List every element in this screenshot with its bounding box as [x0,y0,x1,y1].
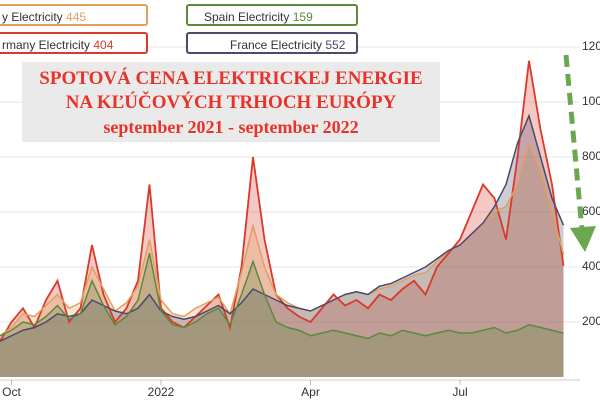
y-tick-label: 200 [582,314,600,328]
series-area [0,60,564,377]
y-tick-label: 800 [582,149,600,163]
legend-item[interactable]: y Electricity 445 [0,4,148,26]
y-tick-label: 1200 [582,39,600,53]
legend-label: y Electricity [2,10,63,24]
chart-subtitle: september 2021 - september 2022 [103,117,359,137]
y-tick-label: 600 [582,204,600,218]
legend-value: 404 [93,38,114,52]
legend-value: 552 [325,38,346,52]
legend-label: Spain Electricity [204,10,290,24]
x-tick-label: Jul [452,385,467,399]
legend-item[interactable]: France Electricity 552 [186,32,358,54]
y-tick-label: 1000 [582,94,600,108]
chart-title: SPOTOVÁ CENA ELEKTRICKEJ ENERGIE [39,68,423,89]
title-box: SPOTOVÁ CENA ELEKTRICKEJ ENERGIE NA KĽÚČ… [22,62,440,142]
y-tick-label: 400 [582,259,600,273]
series-line [0,113,565,342]
legend-item[interactable]: rmany Electricity 404 [0,32,148,54]
chart-title: NA KĽÚČOVÝCH TRHOCH EURÓPY [65,92,397,113]
legend-item[interactable]: Spain Electricity 159 [186,4,358,26]
series-area [0,253,564,377]
x-tick-label: Oct [2,385,21,399]
x-tick-label: 2022 [148,385,175,399]
legend-value: 445 [66,10,87,24]
trend-arrow [563,54,585,231]
series-area [0,143,564,377]
legend-label: rmany Electricity [2,38,91,52]
series-line [0,60,565,342]
series-area [0,115,564,377]
x-tick-label: Apr [301,385,320,399]
series-line [0,253,564,340]
legend-label: France Electricity [230,38,323,52]
trend-arrow-head [570,226,596,252]
legend-value: 159 [292,10,313,24]
